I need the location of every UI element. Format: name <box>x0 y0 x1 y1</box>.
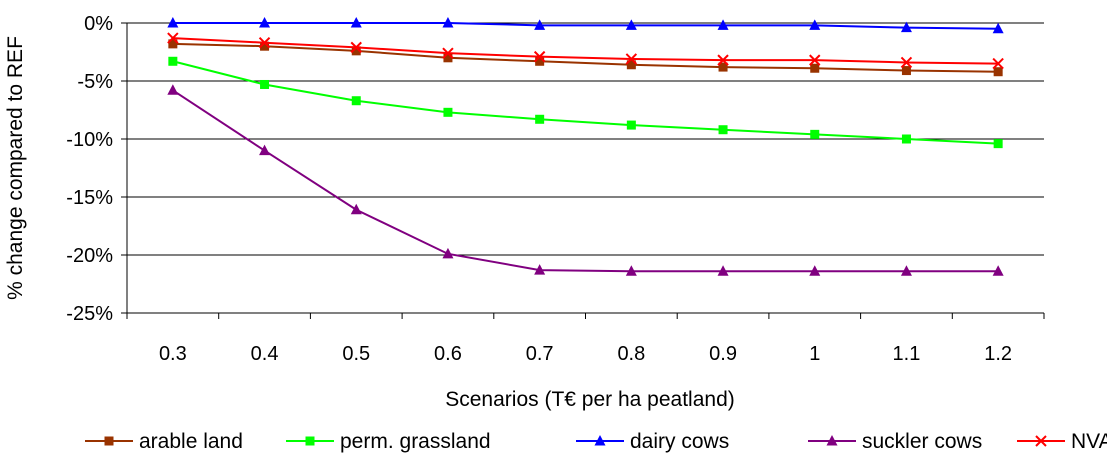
data-point <box>443 107 453 117</box>
x-axis-title: Scenarios (T€ per ha peatland) <box>445 388 735 411</box>
data-point <box>900 265 912 276</box>
legend-label: perm. grassland <box>340 430 491 453</box>
data-point <box>809 54 821 66</box>
legend-label: NVAF <box>1071 430 1107 453</box>
series-line <box>172 42 999 73</box>
legend-item: suckler cows <box>808 430 982 453</box>
x-tick-label: 0.4 <box>251 343 279 365</box>
x-tick-label: 0.3 <box>159 343 187 365</box>
data-point <box>901 66 911 76</box>
series-suckler-cows <box>167 84 1004 276</box>
y-axis: 0% -5% -10% -15% -20% -25% <box>66 13 128 325</box>
data-point <box>259 144 271 156</box>
data-point <box>442 17 454 28</box>
data-point <box>901 134 911 144</box>
data-point <box>900 56 913 69</box>
data-point <box>992 265 1004 276</box>
data-point <box>992 57 1004 70</box>
x-axis: 0.3 0.4 0.5 0.6 0.7 0.8 0.9 1 1.1 1.2 <box>126 313 1045 365</box>
data-point <box>442 247 454 259</box>
data-point <box>351 96 361 106</box>
data-point <box>167 17 179 28</box>
data-point <box>625 19 637 30</box>
data-point <box>167 32 179 44</box>
x-tick-label: 0.5 <box>342 343 370 365</box>
data-point <box>809 265 821 276</box>
data-point <box>534 19 546 30</box>
data-point <box>626 120 636 130</box>
y-tick-label: 0% <box>84 13 113 35</box>
data-point <box>167 84 179 95</box>
series-line <box>172 22 999 30</box>
data-point <box>810 129 820 139</box>
legend-label: arable land <box>139 430 243 453</box>
x-tick-label: 1 <box>809 343 820 365</box>
data-point <box>442 47 454 59</box>
legend-item: arable land <box>85 430 243 453</box>
data-point <box>351 46 361 56</box>
series-dairy-cows <box>167 17 1004 34</box>
x-tick-label: 0.6 <box>434 343 462 365</box>
y-tick-label: -10% <box>66 129 113 151</box>
series-group <box>167 17 1004 276</box>
data-point <box>443 53 453 63</box>
legend-marker <box>305 436 315 446</box>
data-point <box>626 60 636 70</box>
series-arable-land <box>168 39 1003 77</box>
legend-label: dairy cows <box>630 430 729 453</box>
legend-marker <box>594 435 606 446</box>
x-tick-label: 1.2 <box>984 343 1012 365</box>
data-point <box>350 203 362 215</box>
y-tick-label: -5% <box>77 71 113 93</box>
data-point <box>533 50 546 63</box>
data-point <box>809 19 821 30</box>
y-tick-label: -20% <box>66 245 113 267</box>
data-point <box>259 17 271 28</box>
y-tick-label: -15% <box>66 187 113 209</box>
data-point <box>168 56 178 66</box>
data-point <box>993 67 1003 77</box>
x-tick-label: 0.8 <box>617 343 645 365</box>
legend-item: dairy cows <box>576 430 729 453</box>
data-point <box>535 56 545 66</box>
x-tick-label: 0.7 <box>526 343 554 365</box>
data-point <box>260 41 270 51</box>
data-point <box>718 125 728 135</box>
data-point <box>535 114 545 124</box>
data-point <box>168 39 178 49</box>
series-line <box>172 89 999 273</box>
data-point <box>992 22 1004 34</box>
data-point <box>350 41 362 54</box>
series-line <box>172 60 999 145</box>
data-point <box>900 21 912 33</box>
data-point <box>350 17 362 28</box>
y-tick-label: -25% <box>66 303 113 325</box>
legend-label: suckler cows <box>862 430 982 453</box>
series-nvaf <box>167 32 1004 70</box>
legend: arable land perm. grassland dairy cows suck… <box>85 430 1107 453</box>
data-point <box>534 264 546 275</box>
legend-item: perm. grassland <box>286 430 491 453</box>
data-point <box>258 37 271 49</box>
data-point <box>717 54 729 66</box>
data-point <box>718 62 728 72</box>
x-tick-label: 0.9 <box>709 343 737 365</box>
data-point <box>993 139 1003 149</box>
legend-marker <box>826 435 838 446</box>
series-perm-grassland <box>168 56 1003 149</box>
data-point <box>260 79 270 89</box>
legend-marker <box>104 436 114 446</box>
legend-marker <box>1035 435 1047 447</box>
y-axis-title: % change compared to REF <box>4 36 27 300</box>
data-point <box>625 53 638 65</box>
series-line <box>172 37 999 65</box>
data-point <box>810 63 820 73</box>
data-point <box>717 19 729 30</box>
data-point <box>717 265 729 276</box>
legend-item: NVAF <box>1017 430 1107 453</box>
data-point <box>625 265 637 276</box>
x-tick-label: 1.1 <box>893 343 921 365</box>
